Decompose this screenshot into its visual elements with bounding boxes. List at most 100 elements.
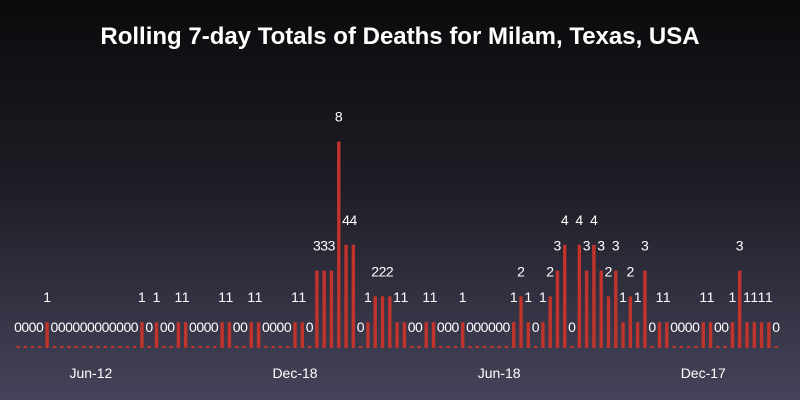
bar — [665, 322, 669, 348]
data-label: 1 — [153, 289, 161, 305]
bar — [490, 346, 494, 348]
data-label: 8 — [335, 109, 343, 125]
data-label: 0 — [87, 319, 95, 335]
bar — [570, 346, 574, 348]
x-tick-label: Jun-12 — [69, 365, 112, 381]
bar — [548, 296, 552, 348]
data-label: 0 — [109, 319, 117, 335]
bar — [271, 346, 275, 348]
data-label: 0 — [648, 319, 656, 335]
bar — [358, 346, 363, 348]
data-label: 1 — [298, 289, 306, 305]
data-label: 0 — [58, 319, 66, 335]
bar — [614, 270, 618, 348]
bar — [446, 346, 450, 348]
data-label: 1 — [43, 289, 51, 305]
data-label: 0 — [721, 319, 729, 335]
data-label: 1 — [422, 289, 430, 305]
bar — [424, 322, 428, 348]
bar — [329, 270, 334, 348]
data-label: 0 — [284, 319, 292, 335]
bar — [337, 141, 341, 348]
data-label: 0 — [123, 319, 131, 335]
bar — [74, 346, 79, 348]
data-label: 0 — [160, 319, 168, 335]
bar — [351, 244, 356, 348]
data-label: 0 — [444, 319, 452, 335]
data-label: 1 — [174, 289, 182, 305]
data-label: 1 — [291, 289, 299, 305]
bar — [249, 322, 253, 348]
bar — [118, 346, 122, 348]
data-label: 2 — [371, 263, 379, 279]
data-label: 3 — [320, 238, 328, 254]
data-label: 0 — [94, 319, 102, 335]
data-label: 0 — [262, 319, 270, 335]
data-label: 0 — [692, 319, 700, 335]
data-label: 0 — [145, 319, 153, 335]
bar — [752, 322, 756, 348]
bar — [388, 296, 392, 348]
data-label: 0 — [677, 319, 685, 335]
data-label: 1 — [400, 289, 408, 305]
bar — [191, 346, 195, 348]
data-label: 1 — [393, 289, 401, 305]
bar — [563, 244, 567, 348]
bar — [103, 346, 108, 348]
data-label: 2 — [379, 263, 387, 279]
data-label: 0 — [80, 319, 88, 335]
bar — [183, 322, 188, 348]
bar — [730, 322, 735, 348]
bar — [52, 346, 57, 348]
bar — [373, 296, 377, 348]
data-label: 1 — [430, 289, 438, 305]
data-label: 0 — [437, 319, 445, 335]
bar — [417, 346, 421, 348]
data-label: 0 — [14, 319, 22, 335]
chart-title: Rolling 7-day Totals of Deaths for Milam… — [100, 23, 699, 50]
data-label: 1 — [729, 289, 737, 305]
bar — [154, 322, 159, 348]
data-label: 0 — [269, 319, 277, 335]
x-axis-ticks: Jun-12 Dec-18 Jun-18 Dec-17 — [69, 365, 726, 381]
bar — [176, 322, 181, 348]
bar — [701, 322, 705, 348]
data-label: 0 — [466, 319, 474, 335]
data-label: 0 — [211, 319, 219, 335]
bar — [482, 346, 487, 348]
bar — [606, 296, 611, 348]
bar — [453, 346, 458, 348]
data-label: 2 — [605, 263, 613, 279]
bar — [628, 296, 633, 348]
bar — [395, 322, 399, 348]
data-label: 1 — [663, 289, 671, 305]
bar — [738, 270, 742, 348]
data-label: 1 — [226, 289, 234, 305]
data-label: 1 — [758, 289, 766, 305]
data-label: 0 — [204, 319, 212, 335]
data-label: 3 — [641, 238, 649, 254]
data-label: 3 — [597, 238, 605, 254]
bar — [198, 346, 202, 348]
bar — [431, 322, 436, 348]
data-label: 0 — [452, 319, 460, 335]
data-label: 0 — [167, 319, 175, 335]
data-label: 3 — [612, 238, 620, 254]
bar — [504, 346, 509, 348]
bar — [650, 346, 654, 348]
bar — [621, 322, 625, 348]
bar — [125, 346, 130, 348]
data-label: 1 — [218, 289, 226, 305]
bar — [439, 346, 443, 348]
data-label: 0 — [714, 319, 722, 335]
bar — [475, 346, 479, 348]
data-label: 1 — [524, 289, 532, 305]
data-label: 1 — [743, 289, 751, 305]
bar — [169, 346, 173, 348]
data-label: 0 — [189, 319, 197, 335]
data-label: 0 — [240, 319, 248, 335]
data-label: 0 — [116, 319, 124, 335]
data-label: 1 — [459, 289, 467, 305]
data-label: 0 — [196, 319, 204, 335]
bar — [643, 270, 647, 348]
